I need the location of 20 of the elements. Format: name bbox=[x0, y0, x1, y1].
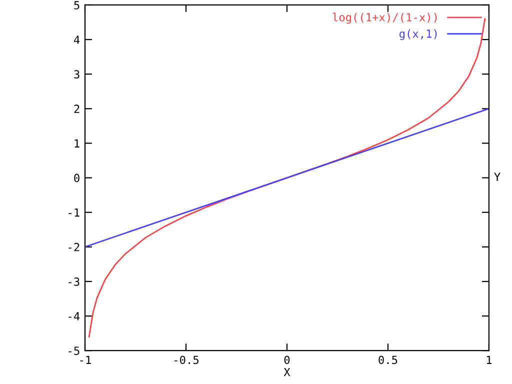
y-tick-label: -5 bbox=[68, 346, 80, 355]
legend-label: log((1+x)/(1-x)) bbox=[332, 12, 437, 24]
y-tick-label: 3 bbox=[74, 70, 80, 79]
x-tick-label: 0 bbox=[284, 356, 290, 364]
y-tick-label: -3 bbox=[68, 277, 80, 286]
y-tick-label: 2 bbox=[74, 104, 80, 113]
x-tick-label: -0.5 bbox=[174, 356, 198, 364]
y-tick-label: 0 bbox=[74, 174, 80, 182]
x-tick-label: 1 bbox=[486, 356, 492, 364]
y-tick-label: 1 bbox=[74, 139, 80, 148]
x-tick-label: 0.5 bbox=[378, 356, 398, 364]
y-tick-label: 4 bbox=[74, 36, 80, 44]
x-axis-title: X bbox=[284, 368, 290, 376]
x-tick-label: -1 bbox=[80, 356, 91, 364]
y-axis-title: Y bbox=[494, 172, 500, 181]
y-tick-label: -4 bbox=[68, 312, 80, 320]
y-tick-label: 5 bbox=[74, 1, 80, 10]
legend-label: g(x,1) bbox=[399, 29, 437, 40]
y-tick-label: -1 bbox=[68, 208, 80, 217]
y-tick-label: -2 bbox=[68, 242, 80, 252]
